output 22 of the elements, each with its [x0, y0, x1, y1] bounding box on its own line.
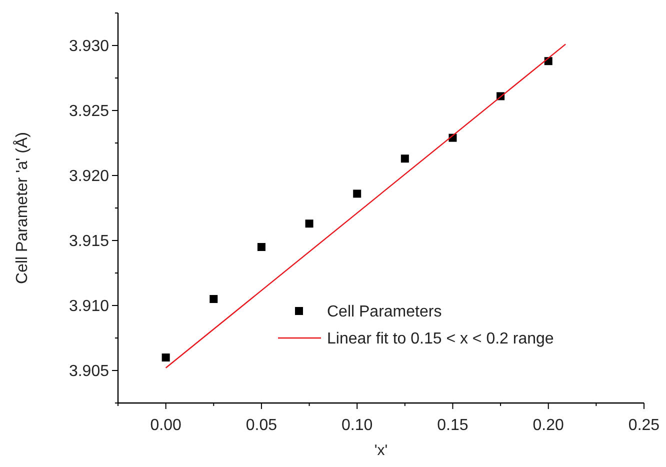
x-tick-label: 0.25 — [628, 417, 660, 434]
point — [162, 354, 170, 362]
point — [210, 295, 218, 303]
x-tick-label: 0.20 — [532, 417, 564, 434]
x-tick-label: 0.00 — [150, 417, 182, 434]
x-tick-label: 0.15 — [437, 417, 468, 434]
y-tick-label: 3.915 — [68, 233, 110, 250]
y-tick-label: 3.920 — [68, 168, 110, 186]
legend-label: Linear fit to 0.15 < x < 0.2 range — [327, 330, 554, 348]
y-tick-label: 3.905 — [68, 363, 110, 380]
x-tick-label: 0.05 — [246, 417, 278, 434]
y-axis-title: Cell Parameter 'a' (Å) — [13, 132, 31, 284]
point — [353, 190, 362, 198]
point — [400, 154, 409, 163]
y-tick-label: 3.930 — [68, 38, 110, 56]
x-axis-title: 'x' — [374, 442, 388, 459]
point — [305, 220, 314, 228]
y-tick-label: 3.925 — [68, 103, 110, 120]
legend-label: Cell Parameters — [327, 304, 442, 321]
y-tick-label: 3.910 — [68, 298, 110, 316]
x-tick-label: 0.10 — [342, 417, 373, 434]
point — [257, 243, 266, 251]
